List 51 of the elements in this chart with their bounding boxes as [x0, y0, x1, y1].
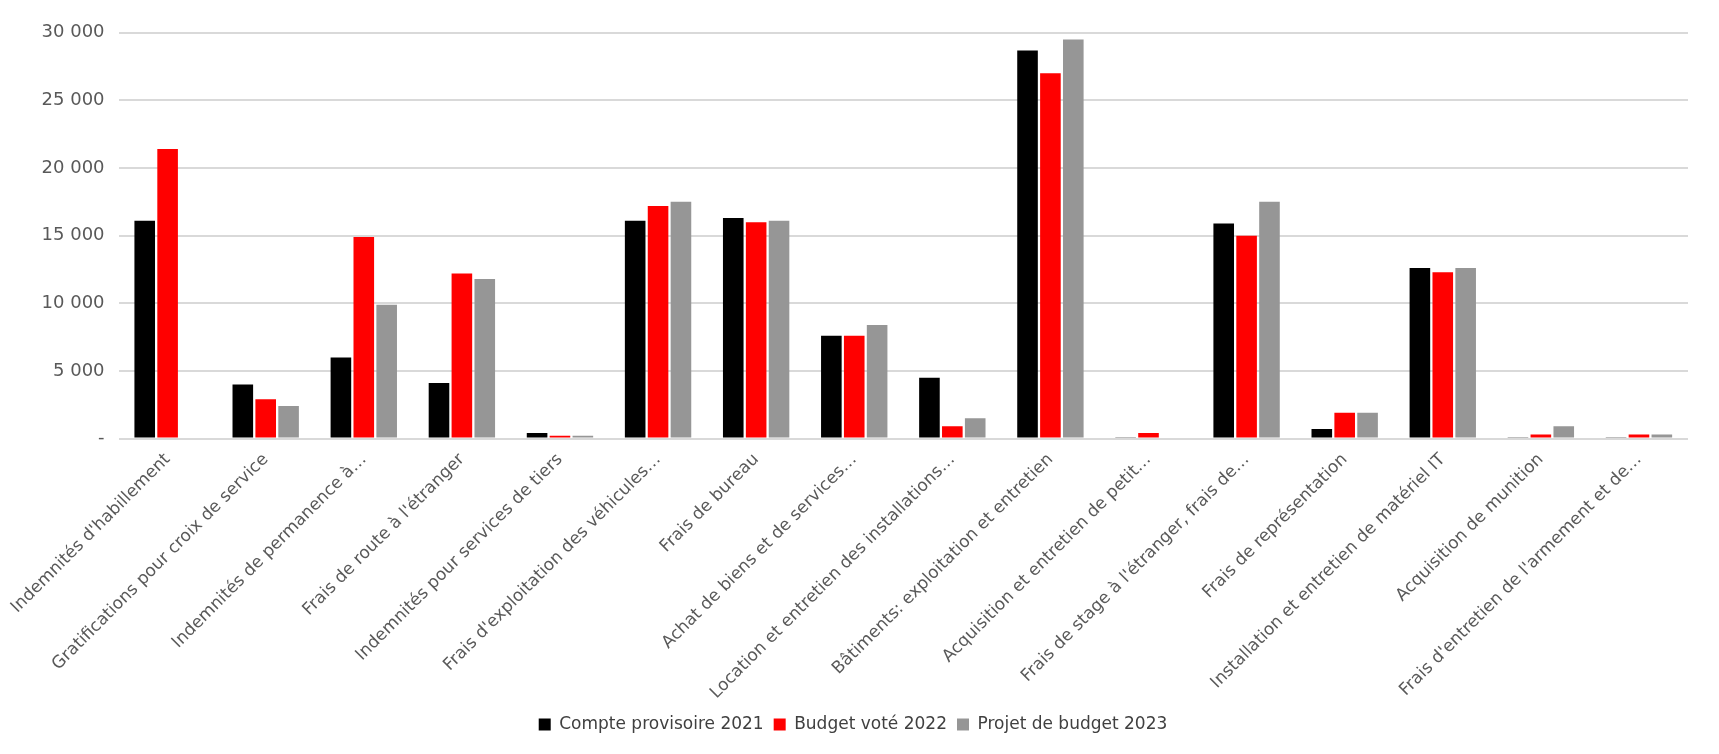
bar [428, 383, 450, 438]
bar [1236, 235, 1257, 438]
bar [474, 278, 496, 438]
bar [768, 220, 790, 438]
bar [1628, 434, 1650, 438]
bar [330, 357, 352, 438]
bar [1040, 73, 1061, 438]
legend-label: Budget voté 2022 [794, 712, 947, 733]
bar [255, 399, 276, 438]
bar [1651, 434, 1673, 438]
bar [232, 384, 254, 438]
y-tick-label: 30 000 [41, 20, 105, 42]
y-tick-label: - [98, 426, 105, 448]
y-tick-label: 25 000 [41, 88, 105, 110]
bar [1213, 223, 1235, 438]
y-tick-label: 5 000 [53, 358, 105, 380]
bar [919, 377, 940, 438]
bar [376, 304, 397, 438]
bar [353, 237, 375, 438]
bar [1063, 39, 1084, 438]
legend-label: Projet de budget 2023 [977, 712, 1168, 733]
bar [278, 406, 299, 438]
bar [1530, 434, 1552, 438]
bar [964, 418, 986, 438]
bar [670, 201, 692, 438]
bar [942, 426, 963, 438]
bar [745, 222, 767, 438]
bar [1357, 412, 1378, 438]
bar [722, 218, 744, 438]
bar [1138, 433, 1159, 438]
bar [1259, 201, 1280, 438]
bar [821, 335, 842, 438]
bar [157, 149, 178, 438]
bar [1409, 268, 1431, 438]
bar [1432, 272, 1454, 438]
legend-label: Compte provisoire 2021 [559, 712, 764, 733]
bar [134, 220, 156, 438]
y-tick-label: 15 000 [41, 223, 105, 245]
bar [1017, 50, 1038, 438]
bar [866, 324, 888, 438]
y-tick-label: 10 000 [41, 290, 105, 312]
bar [843, 335, 865, 438]
y-tick-label: 20 000 [41, 155, 105, 177]
bar [647, 205, 669, 438]
bar [451, 273, 473, 438]
bar [1311, 429, 1333, 438]
bar [1553, 426, 1575, 438]
bar [526, 433, 548, 438]
bar [1334, 412, 1355, 438]
bar [624, 220, 646, 438]
bar [1455, 268, 1476, 438]
